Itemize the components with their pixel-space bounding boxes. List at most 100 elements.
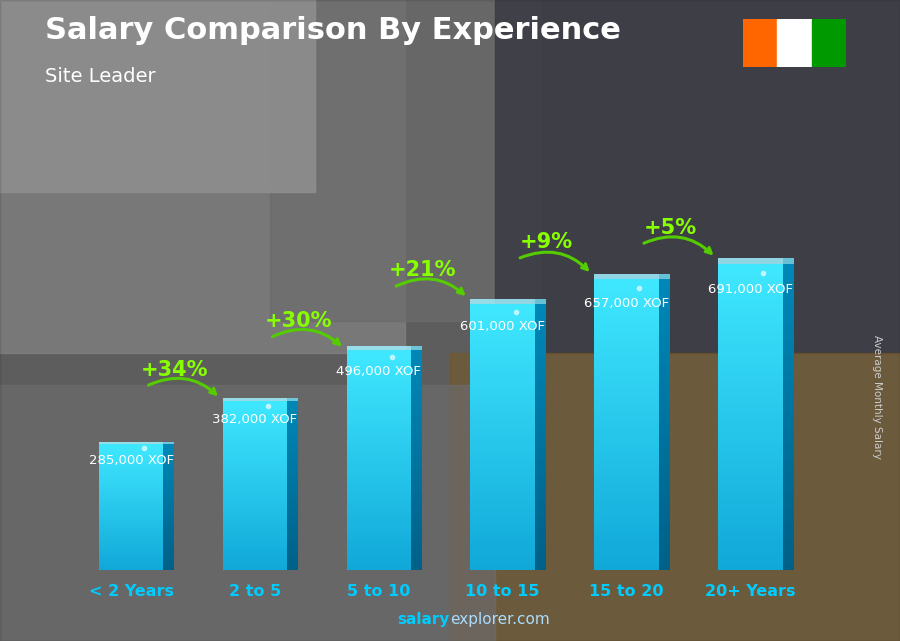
Bar — [471, 499, 535, 504]
Bar — [594, 356, 659, 362]
Text: 285,000 XOF: 285,000 XOF — [88, 454, 174, 467]
Bar — [223, 412, 287, 415]
Bar — [782, 469, 794, 474]
Bar — [223, 525, 287, 528]
Text: Average Monthly Salary: Average Monthly Salary — [872, 335, 883, 460]
Bar — [99, 482, 163, 484]
Bar — [718, 294, 782, 299]
Bar — [163, 560, 175, 562]
Bar — [223, 522, 287, 525]
Bar — [411, 567, 422, 570]
Bar — [594, 531, 659, 537]
Text: +34%: +34% — [140, 360, 208, 379]
Bar — [99, 569, 163, 570]
Bar — [223, 466, 287, 469]
Bar — [223, 492, 287, 494]
Bar — [471, 357, 535, 362]
Bar — [782, 345, 794, 351]
Bar — [659, 473, 670, 478]
Bar — [782, 351, 794, 356]
Bar — [659, 542, 670, 546]
Bar — [346, 391, 411, 394]
Bar — [471, 490, 535, 495]
Bar — [223, 440, 287, 444]
Bar — [659, 401, 670, 405]
Bar — [782, 417, 794, 422]
Bar — [346, 369, 411, 372]
Bar — [287, 559, 298, 562]
Bar — [99, 488, 163, 490]
Bar — [99, 545, 163, 547]
Bar — [223, 444, 287, 446]
Bar — [782, 407, 794, 412]
Bar — [411, 534, 422, 537]
Bar — [659, 337, 670, 342]
Bar — [718, 264, 782, 269]
Bar — [411, 501, 422, 504]
Bar — [594, 347, 659, 352]
Bar — [659, 517, 670, 522]
Bar — [223, 511, 287, 514]
Text: 601,000 XOF: 601,000 XOF — [460, 320, 545, 333]
Bar — [411, 398, 422, 402]
Bar — [718, 366, 782, 371]
Bar — [535, 433, 546, 437]
Bar — [718, 499, 782, 504]
Bar — [163, 499, 175, 501]
Text: salary: salary — [398, 612, 450, 627]
Bar — [163, 463, 175, 465]
Bar — [287, 424, 298, 426]
Bar — [99, 469, 163, 471]
Bar — [163, 545, 175, 547]
Bar — [594, 444, 659, 449]
Bar — [718, 330, 782, 335]
Bar — [346, 354, 411, 358]
Bar — [163, 520, 175, 522]
Bar — [535, 375, 546, 379]
Bar — [411, 445, 422, 449]
Bar — [471, 539, 535, 544]
Bar — [535, 308, 546, 313]
Bar — [411, 464, 422, 468]
Bar — [594, 497, 659, 503]
Bar — [594, 537, 659, 542]
Bar — [287, 478, 298, 480]
Bar — [594, 337, 659, 342]
Bar — [411, 420, 422, 424]
Bar — [346, 372, 411, 376]
Bar — [594, 561, 659, 565]
Bar — [223, 426, 287, 429]
Bar — [594, 507, 659, 512]
Bar — [594, 478, 659, 483]
Bar — [99, 486, 163, 488]
Bar — [535, 535, 546, 539]
Bar — [287, 435, 298, 438]
Bar — [718, 448, 782, 453]
Bar — [718, 417, 782, 422]
Bar — [287, 446, 298, 449]
Bar — [535, 335, 546, 339]
Bar — [471, 428, 535, 433]
Bar — [346, 362, 411, 365]
Bar — [346, 508, 411, 512]
Bar — [471, 366, 535, 370]
Bar — [718, 463, 782, 469]
Bar — [411, 556, 422, 560]
Bar — [287, 562, 298, 565]
Bar — [411, 431, 422, 435]
Bar — [411, 526, 422, 530]
Bar — [535, 415, 546, 419]
Bar — [99, 537, 163, 539]
Bar — [223, 565, 287, 568]
Bar — [471, 406, 535, 410]
Bar — [411, 453, 422, 457]
Bar — [99, 446, 163, 448]
Bar — [163, 539, 175, 541]
Text: 382,000 XOF: 382,000 XOF — [212, 413, 298, 426]
Bar — [471, 379, 535, 384]
Bar — [535, 517, 546, 522]
Bar — [471, 495, 535, 499]
Bar — [223, 401, 287, 404]
Bar — [287, 466, 298, 469]
Bar — [411, 512, 422, 515]
